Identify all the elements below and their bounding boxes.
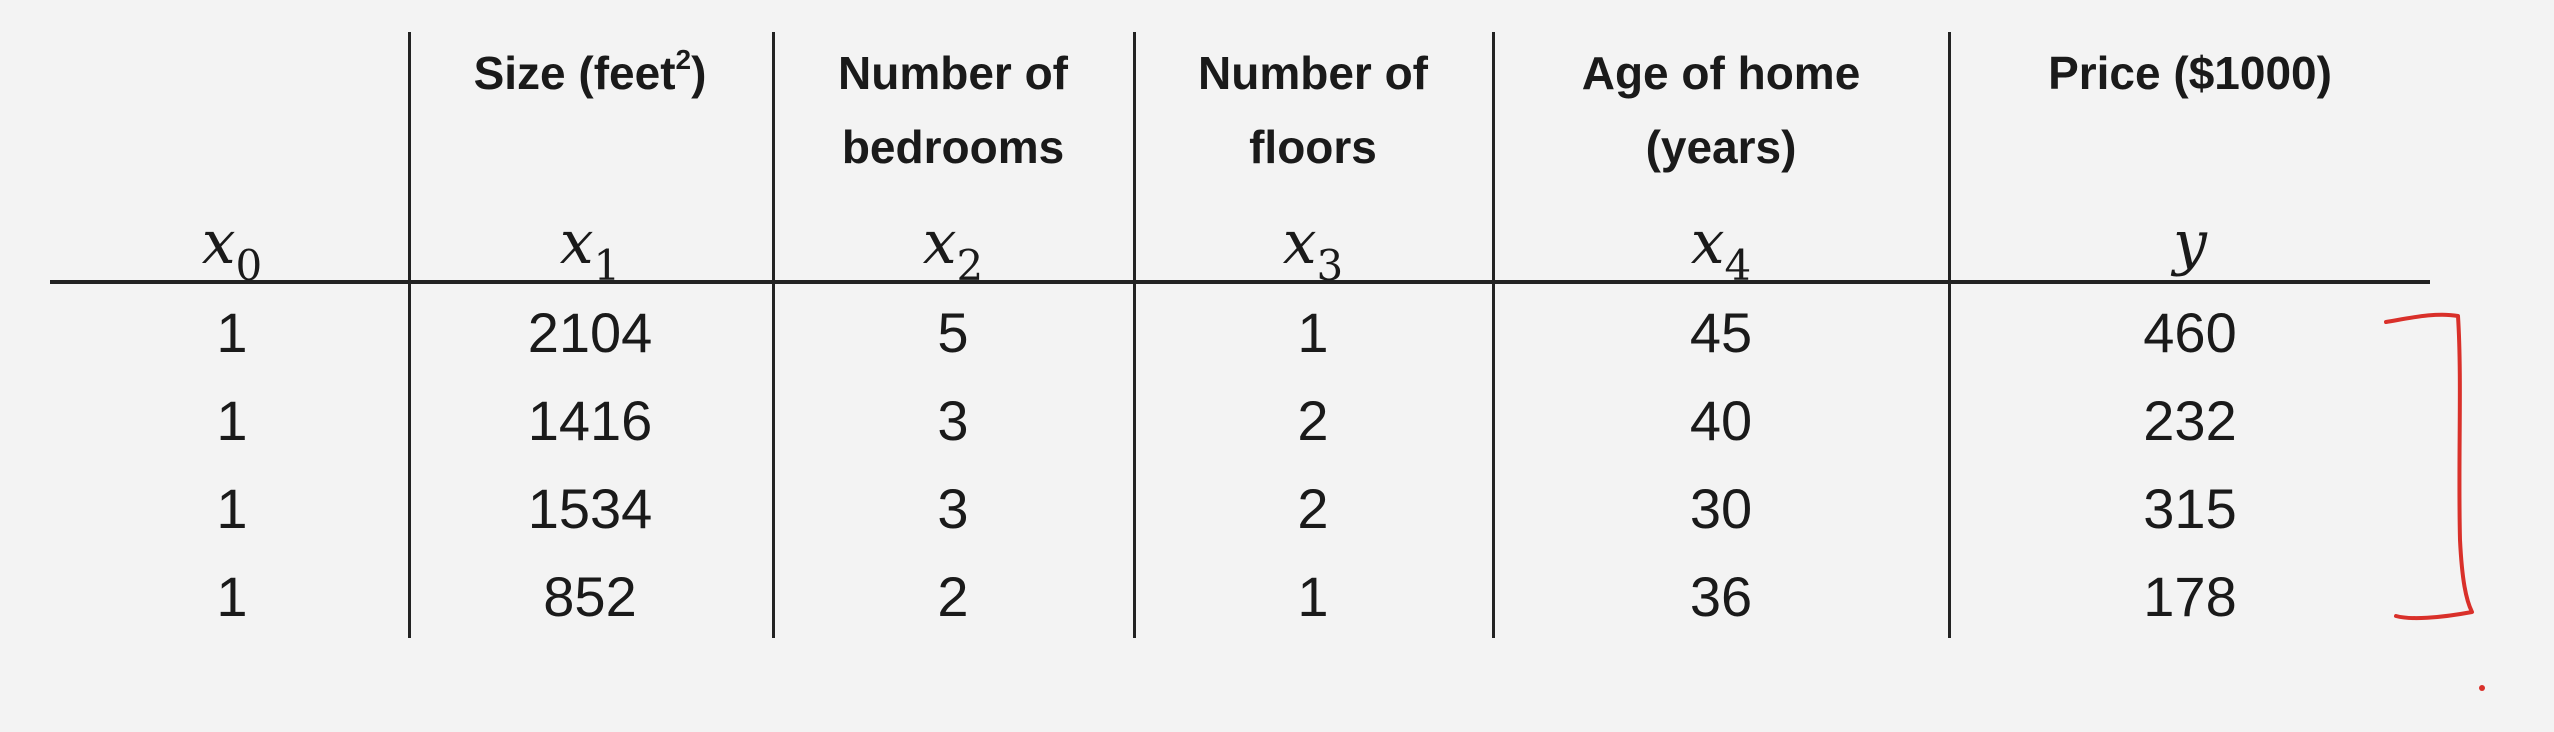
header-price: Price ($1000): [1952, 36, 2428, 110]
column-divider: [408, 32, 411, 638]
header-age: Age of home (years): [1496, 36, 1946, 184]
table-cell: 1: [216, 565, 248, 628]
table-cell: 852: [543, 565, 637, 628]
column-divider: [1133, 32, 1136, 638]
header-size-exponent: 2: [675, 43, 692, 75]
var-x4: x4: [1690, 208, 1752, 290]
var-x0: x0: [201, 208, 263, 290]
header-price-line1: Price ($1000): [2048, 47, 2332, 99]
table-cell: 178: [2143, 565, 2237, 628]
table-cell: 3: [937, 389, 969, 452]
var-x1: x1: [559, 208, 621, 290]
table-cell: 2104: [527, 301, 653, 364]
ink-dot: [2479, 685, 2485, 691]
table-cell: 1: [1297, 565, 1329, 628]
table-cell: 1: [216, 389, 248, 452]
table-cell: 2: [1297, 477, 1329, 540]
table-cell: 40: [1689, 389, 1753, 452]
header-floors-line2: floors: [1249, 121, 1377, 173]
header-age-line2: (years): [1645, 121, 1797, 173]
header-floors: Number of floors: [1137, 36, 1489, 184]
table-cell: 1: [1297, 301, 1329, 364]
var-x3: x3: [1282, 208, 1344, 290]
header-bedrooms-line2: bedrooms: [841, 121, 1065, 173]
table-cell: 36: [1689, 565, 1753, 628]
header-size-tail: ): [691, 47, 707, 99]
header-rule: [50, 280, 2430, 284]
header-bedrooms-line1: Number of: [838, 47, 1068, 99]
table-cell: 3: [937, 477, 969, 540]
table-cell: 315: [2143, 477, 2237, 540]
table-cell: 1416: [527, 389, 653, 452]
var-x2: x2: [922, 208, 984, 290]
table-cell: 232: [2143, 389, 2237, 452]
var-y: y: [2173, 208, 2207, 278]
table-cell: 45: [1689, 301, 1753, 364]
column-divider: [772, 32, 775, 638]
column-divider: [1492, 32, 1495, 638]
table-cell: 5: [937, 301, 969, 364]
table-cell: 1534: [527, 477, 653, 540]
table-cell: 1: [216, 477, 248, 540]
table-cell: 30: [1689, 477, 1753, 540]
bracket-mark: [2384, 312, 2474, 621]
header-age-line1: Age of home: [1581, 47, 1861, 99]
table-cell: 460: [2143, 301, 2237, 364]
header-bedrooms: Number of bedrooms: [776, 36, 1130, 184]
header-size: Size (feet2): [412, 36, 768, 110]
table-cell: 2: [937, 565, 969, 628]
header-size-label: Size (feet: [473, 47, 676, 99]
table-cell: 2: [1297, 389, 1329, 452]
table-cell: 1: [216, 301, 248, 364]
header-floors-line1: Number of: [1198, 47, 1428, 99]
column-divider: [1948, 32, 1951, 638]
